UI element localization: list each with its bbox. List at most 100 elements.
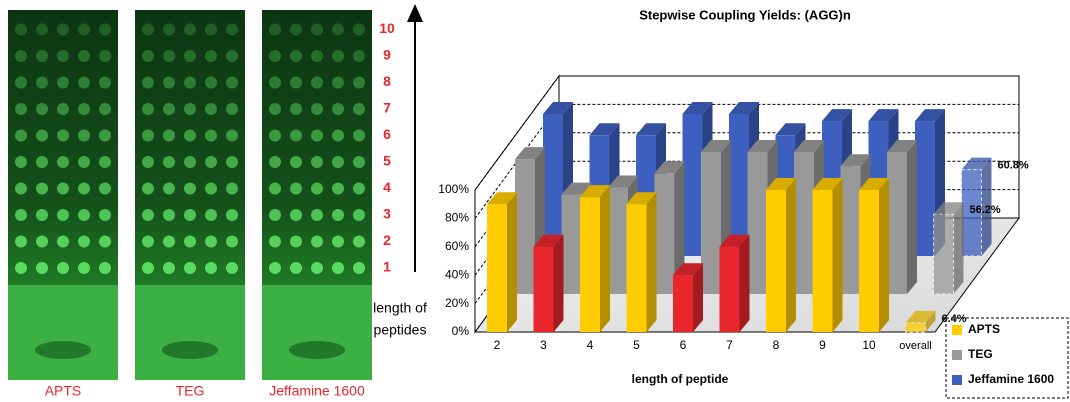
spot: [269, 50, 281, 62]
spot: [290, 103, 302, 115]
gel-bottom: [262, 285, 372, 380]
spot: [311, 209, 323, 221]
legend-swatch: [952, 350, 962, 360]
spot: [311, 24, 323, 36]
bar: [515, 159, 535, 294]
bar: [487, 204, 507, 332]
bar-side: [647, 192, 657, 332]
bar: [543, 114, 563, 256]
spot: [311, 103, 323, 115]
spot: [163, 77, 175, 89]
bar: [683, 114, 703, 256]
spot: [332, 50, 344, 62]
spot: [226, 236, 238, 248]
spot: [36, 183, 48, 195]
spot: [332, 209, 344, 221]
spot: [205, 50, 217, 62]
spot: [353, 50, 365, 62]
spot: [290, 156, 302, 168]
spot: [269, 130, 281, 142]
spot: [269, 77, 281, 89]
spot: [99, 24, 111, 36]
legend-label: APTS: [968, 322, 1000, 336]
bar-side: [507, 192, 517, 332]
gel-writing: [35, 341, 91, 359]
spot: [78, 24, 90, 36]
row-label: 7: [383, 100, 391, 116]
spot: [78, 103, 90, 115]
legend-label: TEG: [968, 347, 993, 361]
spot: [311, 77, 323, 89]
spot: [184, 262, 196, 274]
spot: [353, 236, 365, 248]
spot: [353, 24, 365, 36]
row-label: 3: [383, 206, 391, 222]
spot: [57, 50, 69, 62]
bar: [915, 121, 935, 256]
spot: [57, 156, 69, 168]
x-tick-label: 6: [680, 338, 687, 352]
bar: [906, 323, 926, 332]
spot: [15, 262, 27, 274]
gel-bottom: [8, 285, 118, 380]
spot: [184, 103, 196, 115]
bar-side: [554, 235, 564, 332]
spot: [184, 183, 196, 195]
spot: [205, 77, 217, 89]
spot: [290, 183, 302, 195]
spot: [57, 24, 69, 36]
spot: [205, 236, 217, 248]
spot: [142, 156, 154, 168]
spot: [57, 209, 69, 221]
spot: [142, 50, 154, 62]
spot: [142, 183, 154, 195]
spot: [15, 130, 27, 142]
spot: [226, 103, 238, 115]
spot: [311, 236, 323, 248]
spot: [290, 236, 302, 248]
bar: [608, 188, 628, 295]
bar: [794, 152, 814, 294]
spot: [226, 156, 238, 168]
spot: [36, 130, 48, 142]
spot: [353, 183, 365, 195]
spot: [290, 130, 302, 142]
spot: [142, 24, 154, 36]
spot: [184, 77, 196, 89]
gel-bottom: [135, 285, 245, 380]
bar: [748, 152, 768, 294]
spot: [184, 50, 196, 62]
bar: [673, 275, 693, 332]
bar-side: [740, 235, 750, 332]
spot: [15, 236, 27, 248]
spot: [163, 24, 175, 36]
legend-swatch: [952, 325, 962, 335]
bar: [655, 173, 675, 294]
spot: [205, 156, 217, 168]
spot: [163, 262, 175, 274]
spot: [269, 262, 281, 274]
spot: [332, 236, 344, 248]
spot: [290, 209, 302, 221]
x-tick-label: 2: [494, 338, 501, 352]
x-tick-label: 3: [540, 338, 547, 352]
x-tick-label: overall: [899, 340, 931, 352]
bar: [887, 152, 907, 294]
spot: [142, 130, 154, 142]
spot: [99, 236, 111, 248]
gel-writing: [289, 341, 345, 359]
spot: [78, 130, 90, 142]
value-label: 56.2%: [970, 204, 1001, 216]
x-tick-label: 5: [633, 338, 640, 352]
spot: [36, 103, 48, 115]
spot: [269, 103, 281, 115]
bar: [841, 166, 861, 294]
spot: [142, 236, 154, 248]
spot: [15, 156, 27, 168]
row-label: 4: [383, 179, 391, 195]
spot: [205, 103, 217, 115]
spot: [353, 130, 365, 142]
spot: [205, 130, 217, 142]
spot: [269, 209, 281, 221]
x-tick-label: 10: [862, 338, 876, 352]
